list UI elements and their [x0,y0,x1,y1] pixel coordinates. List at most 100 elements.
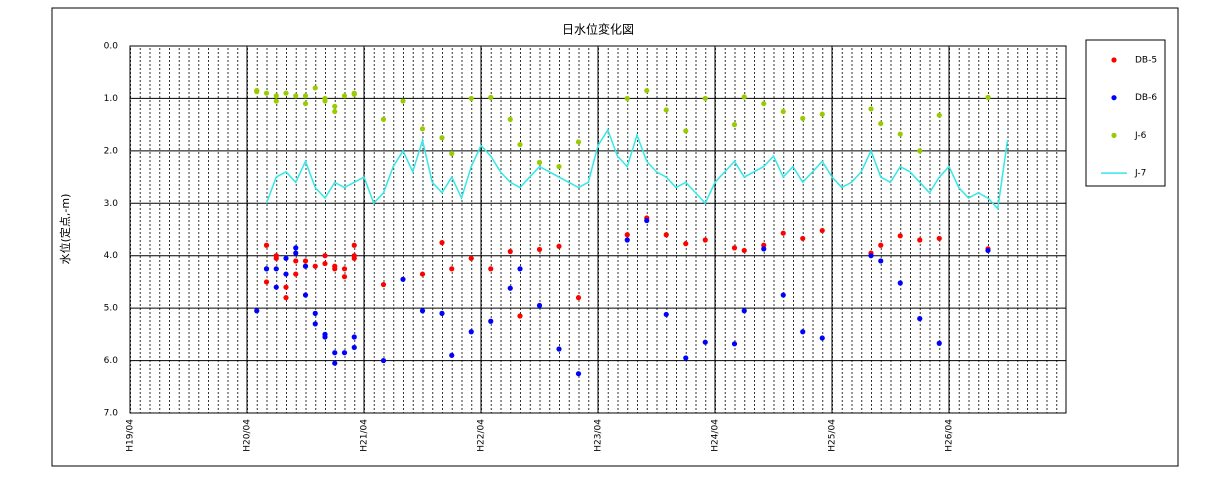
point [468,255,474,261]
point [819,335,825,341]
point [575,295,582,301]
y-tick-label: 6.0 [104,356,119,366]
point [254,89,260,95]
point [283,255,289,261]
point [936,340,942,346]
point [488,266,494,272]
point [702,237,708,243]
point [449,266,455,272]
point [419,126,426,132]
point [312,310,318,316]
x-tick-label: H25/04 [828,419,838,452]
point [468,95,474,102]
point [731,122,738,128]
point [419,308,426,314]
point [780,292,786,298]
point [293,250,299,256]
point [263,242,270,248]
legend-label: J-6 [1134,131,1147,141]
point [741,308,747,314]
point [878,120,884,127]
point [868,253,874,259]
point [302,258,309,264]
point [878,258,884,264]
point [936,112,942,118]
y-tick-label: 4.0 [104,251,119,261]
point [517,313,523,319]
point [897,131,903,137]
legend-swatch [1111,132,1117,138]
y-tick-label: 3.0 [104,199,119,209]
x-tick-label: H23/04 [594,419,604,452]
y-tick-label: 5.0 [104,304,119,314]
legend-swatch [1111,95,1117,101]
point [263,90,270,96]
point [273,255,279,261]
y-tick-label: 2.0 [104,146,119,156]
point [293,271,299,277]
point [351,334,357,340]
point [644,87,650,94]
point [332,360,338,366]
point [663,232,669,238]
point [341,93,348,99]
point [488,94,494,100]
x-tick-label: H19/04 [126,419,136,452]
point [917,237,923,243]
point [273,93,279,99]
point [332,266,338,272]
point [254,308,260,314]
point [283,271,289,277]
point [761,242,767,248]
point [312,321,318,327]
point [332,108,338,115]
point [400,98,406,104]
legend-label: DB-5 [1135,56,1157,66]
point [351,255,357,261]
point [897,280,903,286]
point [293,245,299,251]
point [507,285,513,291]
point [302,263,309,269]
point [800,329,806,335]
point [263,266,270,272]
point [683,355,689,361]
line [265,128,1009,211]
point [449,352,455,358]
point [322,334,328,340]
chart-title: 日水位変化図 [562,22,634,37]
point [731,245,738,251]
point [800,115,806,121]
point [868,106,874,112]
point [517,266,523,272]
point [488,318,494,324]
point [439,240,445,246]
point [351,344,357,351]
x-tick-label: H26/04 [945,419,955,452]
point [380,116,387,122]
point [780,108,786,115]
point [517,141,523,148]
point [536,302,543,309]
point [283,295,289,301]
point [322,260,328,267]
point [400,276,406,282]
point [556,243,562,249]
point [293,258,299,264]
legend [1085,39,1166,187]
point [741,94,747,100]
y-tick-label: 7.0 [104,409,119,419]
point [341,350,348,356]
point [439,135,445,141]
x-tick-label: H24/04 [711,419,721,452]
point [575,371,582,377]
point [556,163,562,170]
point [663,311,669,318]
point [780,230,786,236]
point [468,329,474,335]
point [293,93,299,99]
x-tick-label: H20/04 [243,419,253,452]
point [273,266,279,272]
x-tick-label: H22/04 [477,419,487,452]
point [819,111,825,117]
